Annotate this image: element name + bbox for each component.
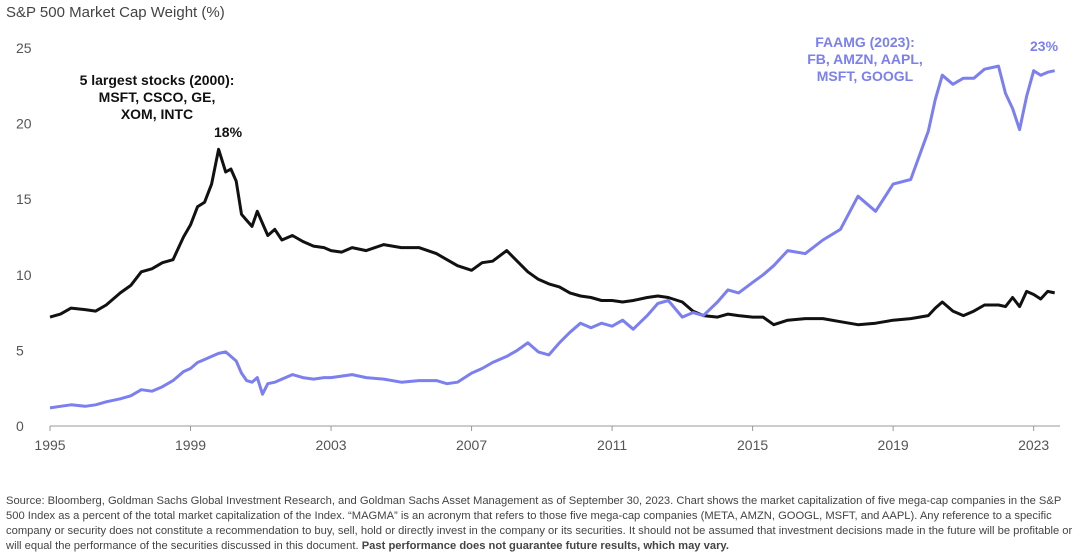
x-tick-label: 1999 [175, 437, 206, 453]
y-tick-label: 10 [16, 267, 32, 283]
series-layer [49, 64, 1056, 410]
source-note: Source: Bloomberg, Goldman Sachs Global … [6, 494, 1076, 554]
left-peak-label: 18% [214, 124, 243, 140]
y-tick-label: 15 [16, 191, 32, 207]
y-tick-label: 0 [16, 418, 24, 434]
x-tick-label: 1995 [34, 437, 65, 453]
x-tick-label: 2023 [1018, 437, 1049, 453]
source-text: Source: Bloomberg, Goldman Sachs Global … [6, 495, 1073, 552]
x-tick-label: 2003 [315, 437, 346, 453]
series-line-top5-2000 [49, 147, 1056, 327]
x-tick-label: 2007 [456, 437, 487, 453]
series-line-faamg-2023 [49, 64, 1056, 410]
right-peak-label: 23% [1030, 38, 1059, 54]
y-tick-label: 20 [16, 116, 32, 132]
y-tick-label: 25 [16, 40, 32, 56]
chart-title: S&P 500 Market Cap Weight (%) [6, 4, 225, 21]
right-annotation: FAAMG (2023): FB, AMZN, AAPL, MSFT, GOOGL [807, 34, 923, 84]
x-tick-label: 2019 [878, 437, 909, 453]
left-annotation: 5 largest stocks (2000): MSFT, CSCO, GE, X… [79, 72, 235, 122]
x-tick-label: 2015 [737, 437, 768, 453]
line-chart: 0 5 10 15 20 25 1995 1999 2003 2007 2011 2015 2019 2… [16, 40, 1060, 453]
x-tick-label: 2011 [597, 437, 627, 453]
source-disclaimer: Past performance does not guarantee futu… [361, 540, 729, 552]
x-axis: 1995 1999 2003 2007 2011 2015 2019 2023 [34, 426, 1049, 453]
y-tick-label: 5 [16, 342, 24, 358]
y-axis: 0 5 10 15 20 25 [16, 40, 32, 434]
